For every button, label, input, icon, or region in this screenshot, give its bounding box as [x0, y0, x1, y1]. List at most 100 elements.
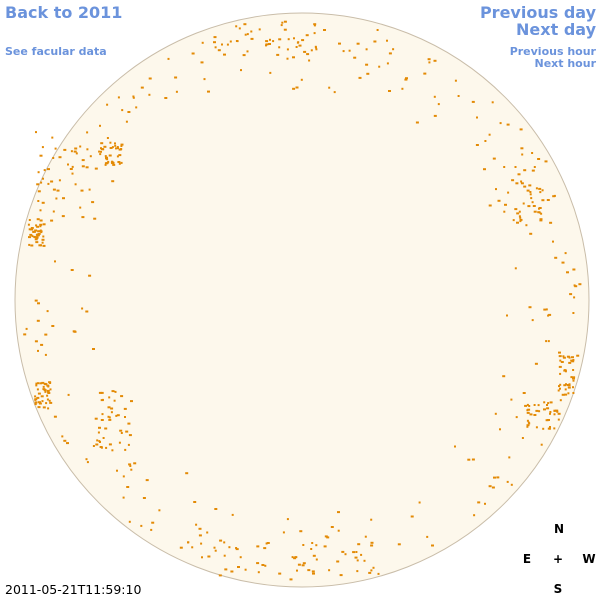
facular-link[interactable]: See facular data — [5, 45, 107, 58]
facula — [113, 399, 116, 402]
facula — [240, 69, 242, 72]
facula — [74, 147, 78, 150]
facula — [45, 402, 48, 405]
facula — [475, 144, 479, 146]
facula — [514, 208, 518, 211]
facula — [315, 46, 317, 49]
facula — [118, 162, 121, 165]
facula — [388, 90, 391, 92]
facula — [278, 572, 282, 575]
facula — [111, 146, 114, 149]
facula — [283, 20, 287, 23]
facula — [533, 414, 537, 416]
facula — [34, 398, 37, 401]
facula — [545, 419, 549, 422]
facula — [433, 59, 437, 62]
facula — [120, 148, 123, 151]
facula — [493, 476, 496, 479]
facula — [510, 398, 513, 401]
facula — [558, 351, 561, 354]
facula — [85, 166, 89, 169]
facula — [95, 443, 99, 446]
facula — [37, 392, 41, 395]
facula — [223, 554, 226, 557]
facula — [473, 514, 476, 517]
facula — [224, 568, 228, 571]
facula — [120, 145, 123, 147]
facula — [527, 205, 531, 208]
facula — [517, 173, 521, 176]
facula — [256, 562, 260, 565]
facula — [101, 413, 104, 416]
facula — [477, 501, 481, 504]
facula — [42, 244, 46, 247]
facula — [228, 546, 231, 549]
facula — [115, 147, 117, 150]
facula — [372, 566, 375, 569]
compass-south: S — [553, 582, 563, 596]
facula — [49, 382, 52, 384]
facula — [111, 449, 114, 452]
facula — [47, 168, 50, 171]
facula — [562, 356, 566, 359]
facula — [561, 393, 565, 396]
facula — [386, 39, 388, 42]
facula — [558, 355, 562, 358]
facula — [25, 327, 28, 330]
facula — [302, 562, 306, 565]
facula — [323, 29, 326, 31]
facula — [81, 165, 85, 168]
facula — [206, 531, 209, 534]
facula — [140, 524, 143, 527]
facula — [34, 403, 37, 406]
facula — [310, 49, 313, 52]
facula — [99, 124, 101, 127]
facula — [328, 86, 331, 89]
back-link[interactable]: Back to 2011 — [5, 3, 123, 22]
facula — [108, 396, 111, 399]
facula — [81, 216, 85, 219]
next-day-link[interactable]: Next day — [516, 20, 596, 39]
next-hour-link[interactable]: Next hour — [534, 57, 597, 70]
facula — [41, 238, 45, 241]
facula — [50, 219, 54, 222]
facula — [235, 547, 238, 549]
facula — [102, 148, 105, 151]
facula — [526, 425, 529, 428]
facula — [125, 120, 128, 123]
facula — [471, 458, 475, 461]
facula — [86, 461, 89, 464]
facula — [98, 440, 101, 443]
facula — [560, 361, 564, 363]
facula — [235, 548, 239, 551]
facula — [96, 439, 99, 442]
facula — [61, 435, 64, 438]
facula — [35, 236, 39, 239]
facula — [49, 388, 52, 391]
facula — [324, 535, 328, 538]
facula — [537, 211, 541, 214]
facula — [108, 443, 112, 446]
facula — [454, 445, 456, 448]
facula — [544, 160, 548, 163]
facula — [42, 223, 46, 226]
facula — [302, 544, 305, 546]
facula — [35, 241, 39, 244]
facula — [56, 189, 60, 192]
previous-day-link[interactable]: Previous day — [479, 3, 596, 22]
facula — [339, 574, 343, 577]
facula — [133, 462, 137, 465]
facula — [310, 548, 313, 550]
facula — [37, 382, 39, 385]
facula — [401, 87, 404, 90]
facula — [195, 523, 198, 526]
facula — [256, 545, 260, 548]
facula — [437, 103, 440, 106]
facula — [306, 53, 310, 56]
facula — [539, 191, 542, 194]
previous-hour-link[interactable]: Previous hour — [509, 45, 596, 58]
facula — [213, 546, 216, 549]
facula — [126, 486, 130, 488]
facula — [431, 544, 434, 547]
facula — [43, 169, 46, 172]
